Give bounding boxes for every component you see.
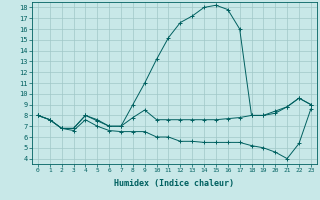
X-axis label: Humidex (Indice chaleur): Humidex (Indice chaleur) (115, 179, 234, 188)
